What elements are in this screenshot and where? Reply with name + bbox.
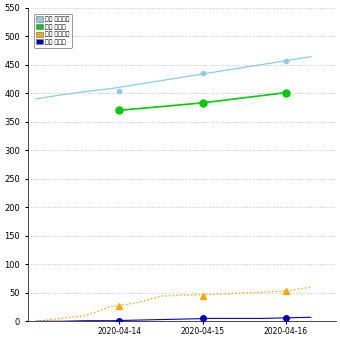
Legend: 累計 感染者数, 現在 患者数, 累計 退院者数, 累計 死者数: 累計 感染者数, 現在 患者数, 累計 退院者数, 累計 死者数 (34, 14, 72, 48)
